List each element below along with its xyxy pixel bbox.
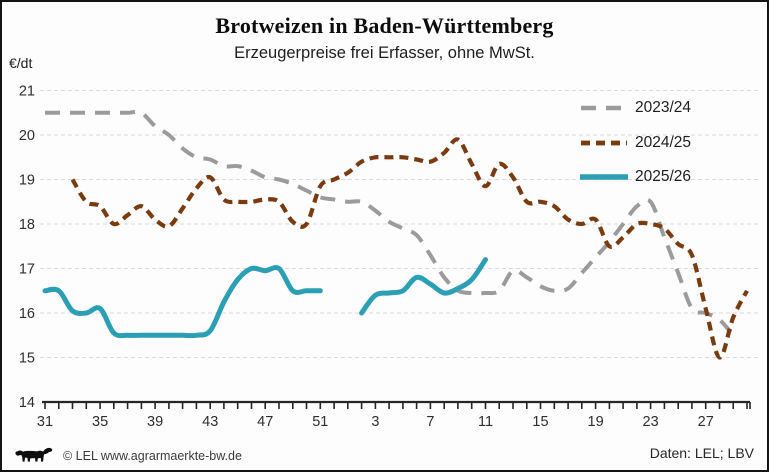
y-tick-label: 14 — [19, 395, 35, 411]
y-tick-label: 19 — [19, 173, 35, 189]
series-2024/25 — [70, 137, 749, 360]
x-tick-label: 19 — [588, 414, 604, 430]
x-tick-label: 39 — [147, 414, 163, 430]
y-axis-labels: 14 15 16 17 18 19 20 21 — [19, 84, 35, 412]
legend-swatch-dashed-gray — [581, 105, 627, 111]
x-axis — [42, 400, 751, 409]
x-tick-label: 43 — [202, 414, 218, 430]
legend-swatch-dashed-brown — [581, 140, 627, 146]
legend-item-2025-26: 2025/26 — [580, 168, 691, 186]
legend-item-2023-24: 2023/24 — [580, 99, 691, 117]
x-tick-label: 23 — [643, 414, 659, 430]
x-tick-label: 51 — [312, 414, 328, 430]
y-tick-label: 16 — [19, 306, 35, 322]
y-tick-label: 15 — [19, 351, 35, 367]
legend-swatch-solid-teal — [580, 174, 628, 180]
y-tick-label: 20 — [19, 128, 35, 144]
copyright-text: © LEL www.agrarmaerkte-bw.de — [63, 448, 242, 463]
y-tick-label: 17 — [19, 262, 35, 278]
legend-label: 2024/25 — [635, 134, 692, 151]
y-axis-unit-label: €/dt — [9, 55, 33, 71]
y-tick-label: 21 — [19, 84, 35, 100]
footer-branding: © LEL www.agrarmaerkte-bw.de — [14, 446, 242, 465]
x-tick-label: 7 — [426, 414, 434, 430]
bw-lion-logo-icon — [15, 447, 53, 462]
data-source-text: Daten: LEL; LBV — [649, 445, 754, 461]
series-2023/24 — [45, 109, 735, 337]
page-title: Brotweizen in Baden-Württemberg — [215, 13, 554, 38]
legend-label: 2025/26 — [635, 168, 692, 185]
x-tick-label: 35 — [92, 414, 108, 430]
x-tick-label: 11 — [478, 414, 493, 430]
chart-subtitle: Erzeugerpreise frei Erfasser, ohne MwSt. — [234, 44, 535, 62]
x-tick-label: 47 — [257, 414, 273, 430]
x-tick-label: 15 — [532, 414, 548, 430]
legend-item-2024-25: 2024/25 — [580, 134, 691, 152]
y-tick-label: 18 — [19, 217, 35, 233]
x-tick-label: 3 — [371, 414, 379, 430]
x-axis-labels: 31 35 39 43 47 51 3 7 11 15 19 23 27 — [37, 414, 714, 430]
gridlines — [40, 90, 759, 358]
series-2025/26 — [42, 257, 488, 339]
x-tick-label: 27 — [698, 414, 714, 430]
x-tick-label: 31 — [37, 414, 53, 430]
legend-label: 2023/24 — [635, 99, 692, 116]
